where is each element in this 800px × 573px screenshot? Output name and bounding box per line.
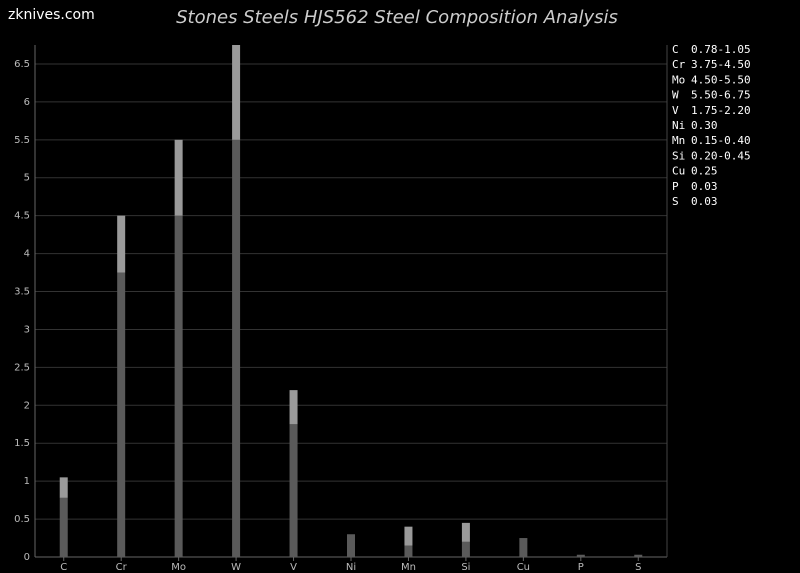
y-tick-label: 3 <box>24 324 30 335</box>
bar-range <box>289 390 298 425</box>
legend-element: V <box>672 104 679 117</box>
legend-element: Cu <box>672 165 685 178</box>
legend-range: 4.50-5.50 <box>691 73 751 86</box>
bar-min <box>232 139 241 557</box>
bar-min <box>634 554 643 557</box>
x-tick-label: V <box>290 562 297 573</box>
bar-range <box>461 522 470 542</box>
x-tick-label: S <box>635 562 641 573</box>
y-tick-label: 4 <box>24 249 30 260</box>
x-tick-label: Si <box>461 562 470 573</box>
bar-range <box>117 215 126 273</box>
y-tick-label: 3.5 <box>14 287 30 298</box>
legend-element: P <box>672 180 679 193</box>
y-tick-label: 2.5 <box>14 362 30 373</box>
legend-element: Si <box>672 149 685 162</box>
bar-range <box>404 526 413 546</box>
x-tick-label: Mo <box>171 562 186 573</box>
bar-range <box>174 139 183 216</box>
bar-min <box>519 538 528 557</box>
x-tick-label: Cu <box>517 562 530 573</box>
legend-range: 3.75-4.50 <box>691 58 751 71</box>
legend-range: 5.50-6.75 <box>691 89 751 102</box>
x-tick-label: Ni <box>346 562 356 573</box>
bar-min <box>404 545 413 557</box>
legend-range: 0.78-1.05 <box>691 43 751 56</box>
legend-element: Ni <box>672 119 685 132</box>
x-tick-label: Mn <box>401 562 416 573</box>
legend-range: 0.30 <box>691 119 718 132</box>
legend-range: 0.15-0.40 <box>691 134 751 147</box>
y-tick-label: 2 <box>24 400 30 411</box>
legend-element: Mo <box>672 73 685 86</box>
y-tick-label: 6 <box>24 97 30 108</box>
legend-element: C <box>672 43 679 56</box>
chart-title: Stones Steels HJS562 Steel Composition A… <box>176 7 618 28</box>
legend-element: Mn <box>672 134 685 147</box>
bar-min <box>576 554 585 557</box>
y-tick-label: 1 <box>24 476 30 487</box>
bar-min <box>347 534 355 557</box>
legend-range: 0.03 <box>691 180 718 193</box>
bar-range <box>232 45 241 140</box>
legend-element: S <box>672 195 679 208</box>
x-tick-label: Cr <box>116 562 128 573</box>
y-tick-label: 5.5 <box>14 135 30 146</box>
legend-range: 0.25 <box>691 165 718 178</box>
legend-element: W <box>672 89 679 102</box>
bar-min <box>117 272 126 557</box>
legend-range: 0.03 <box>691 195 718 208</box>
y-tick-label: 0.5 <box>14 514 30 525</box>
legend-range: 1.75-2.20 <box>691 104 751 117</box>
y-tick-label: 0 <box>24 552 30 563</box>
bar-min <box>59 497 68 557</box>
legend-element: Cr <box>672 58 686 71</box>
x-tick-label: P <box>578 562 584 573</box>
y-tick-label: 1.5 <box>14 438 30 449</box>
x-tick-label: C <box>60 562 67 573</box>
y-tick-label: 6.5 <box>14 59 30 70</box>
bar-min <box>174 215 183 557</box>
x-tick-label: W <box>231 562 241 573</box>
y-tick-label: 4.5 <box>14 211 30 222</box>
bar-min <box>289 424 298 557</box>
legend-range: 0.20-0.45 <box>691 149 751 162</box>
bar-range <box>59 477 68 498</box>
bar-min <box>461 541 470 557</box>
brand: zknives.com <box>8 7 95 23</box>
y-tick-label: 5 <box>24 173 30 184</box>
